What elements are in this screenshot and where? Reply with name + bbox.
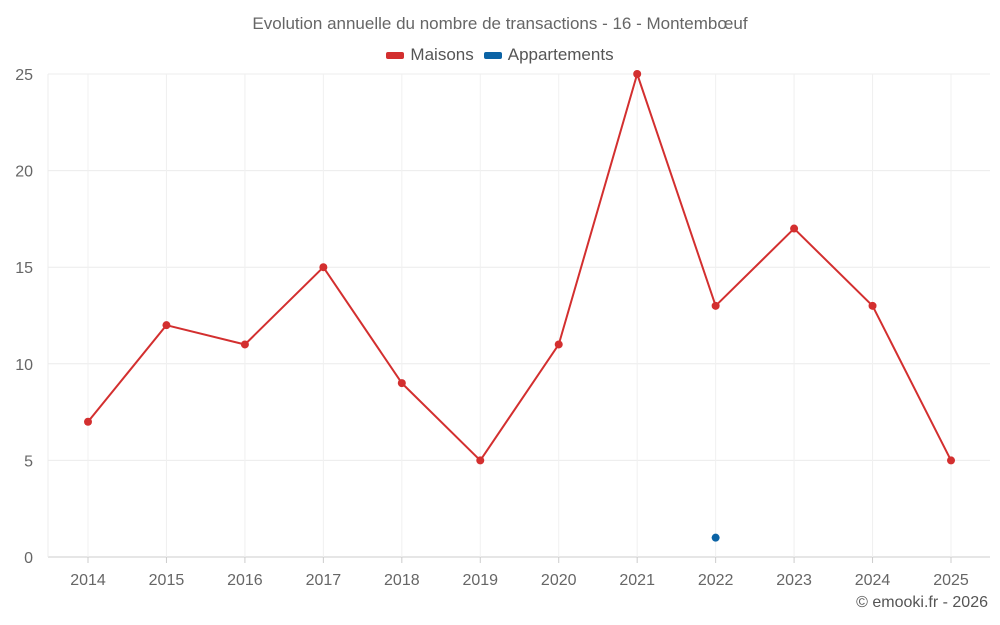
data-point-maisons-2015 [162, 321, 171, 330]
legend-swatch-appartements [483, 51, 502, 59]
legend-item-appartements[interactable]: Appartements [483, 45, 614, 65]
legend: Maisons Appartements [0, 45, 1000, 65]
x-tick-label: 2023 [776, 572, 812, 589]
legend-item-maisons[interactable]: Maisons [386, 45, 474, 65]
x-tick-label: 2018 [384, 572, 420, 589]
y-tick-label: 10 [15, 357, 33, 374]
y-tick-label: 25 [15, 67, 33, 84]
data-point-maisons-2016 [240, 340, 249, 349]
y-tick-label: 20 [15, 164, 33, 181]
data-point-maisons-2019 [476, 456, 485, 465]
legend-label-maisons: Maisons [410, 45, 474, 64]
data-point-maisons-2018 [397, 379, 406, 388]
data-point-maisons-2017 [319, 263, 328, 272]
x-tick-label: 2024 [855, 572, 891, 589]
watermark: © emooki.fr - 2026 [856, 594, 988, 611]
y-tick-label: 5 [24, 453, 33, 470]
x-tick-label: 2014 [70, 572, 106, 589]
x-tick-label: 2019 [462, 572, 498, 589]
chart-title: Evolution annuelle du nombre de transact… [252, 14, 748, 33]
data-point-appartements-2022 [711, 533, 720, 542]
x-tick-label: 2025 [933, 572, 969, 589]
x-tick-label: 2021 [619, 572, 655, 589]
data-point-maisons-2014 [84, 417, 92, 426]
data-point-maisons-2022 [711, 301, 720, 310]
x-tick-label: 2015 [149, 572, 185, 589]
data-point-maisons-2020 [554, 340, 563, 349]
data-point-maisons-2023 [790, 224, 799, 233]
data-point-maisons-2021 [633, 70, 642, 78]
x-tick-label: 2017 [306, 572, 342, 589]
x-tick-label: 2016 [227, 572, 263, 589]
y-tick-label: 15 [15, 260, 33, 277]
legend-label-appartements: Appartements [507, 45, 614, 64]
x-tick-label: 2022 [698, 572, 734, 589]
legend-swatch-maisons [386, 51, 405, 59]
x-tick-label: 2020 [541, 572, 577, 589]
y-tick-label: 0 [24, 550, 33, 567]
data-point-maisons-2025 [947, 456, 955, 465]
series-line-maisons [87, 73, 952, 462]
data-point-maisons-2024 [868, 301, 877, 310]
